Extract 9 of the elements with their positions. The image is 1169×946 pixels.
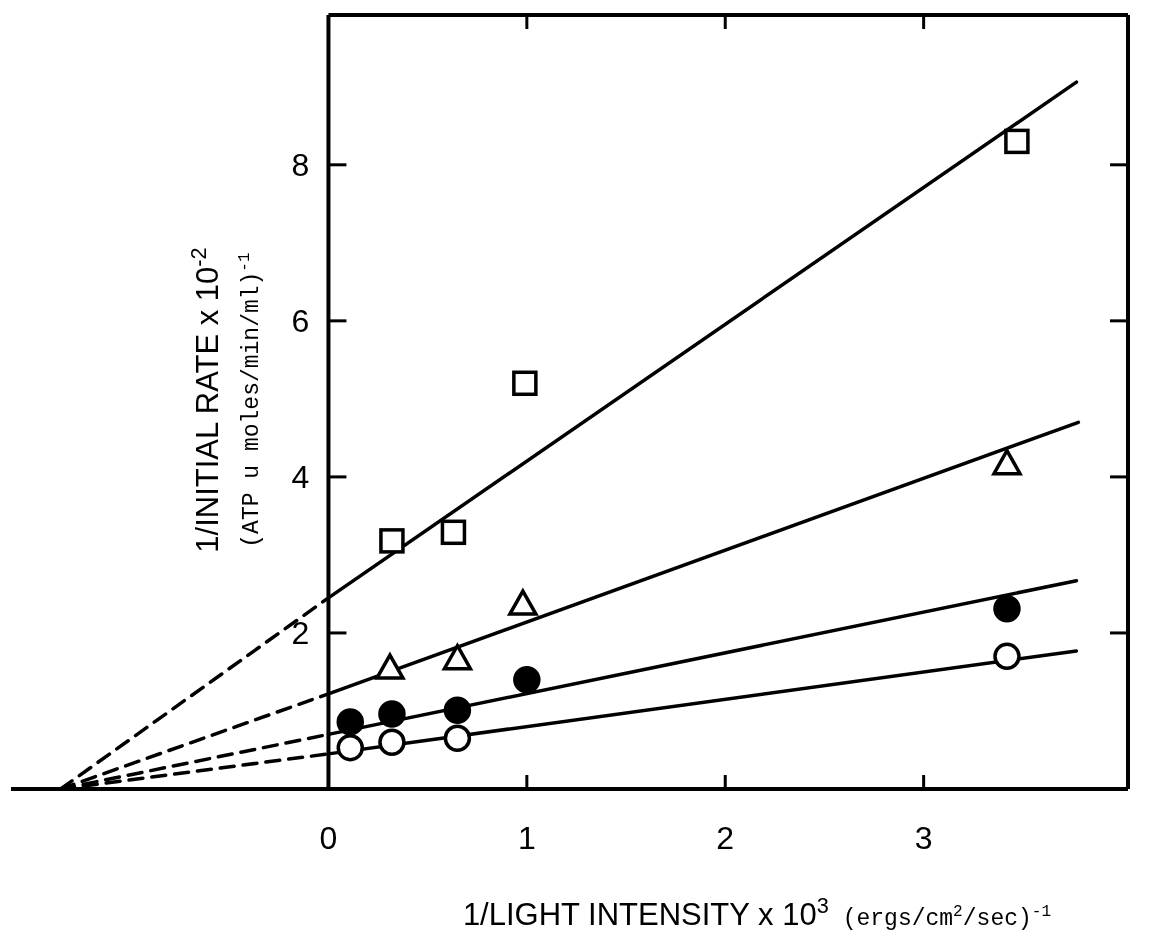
x-axis-title: 1/LIGHT INTENSITY x 10$^{3}$ (ergs/cm$^{2}$/sec)$^{-1}$ <box>462 892 1052 932</box>
x-tick-label: 1 <box>517 820 536 856</box>
x-tick-label: 2 <box>716 820 735 856</box>
y-tick-label: 4 <box>291 458 310 495</box>
x-tick-label: 0 <box>319 820 338 856</box>
x-tick-label: 3 <box>914 820 933 856</box>
y-tick-label: 8 <box>291 146 310 183</box>
y-tick-label: 6 <box>291 302 310 339</box>
y-tick-label: 2 <box>291 614 310 651</box>
